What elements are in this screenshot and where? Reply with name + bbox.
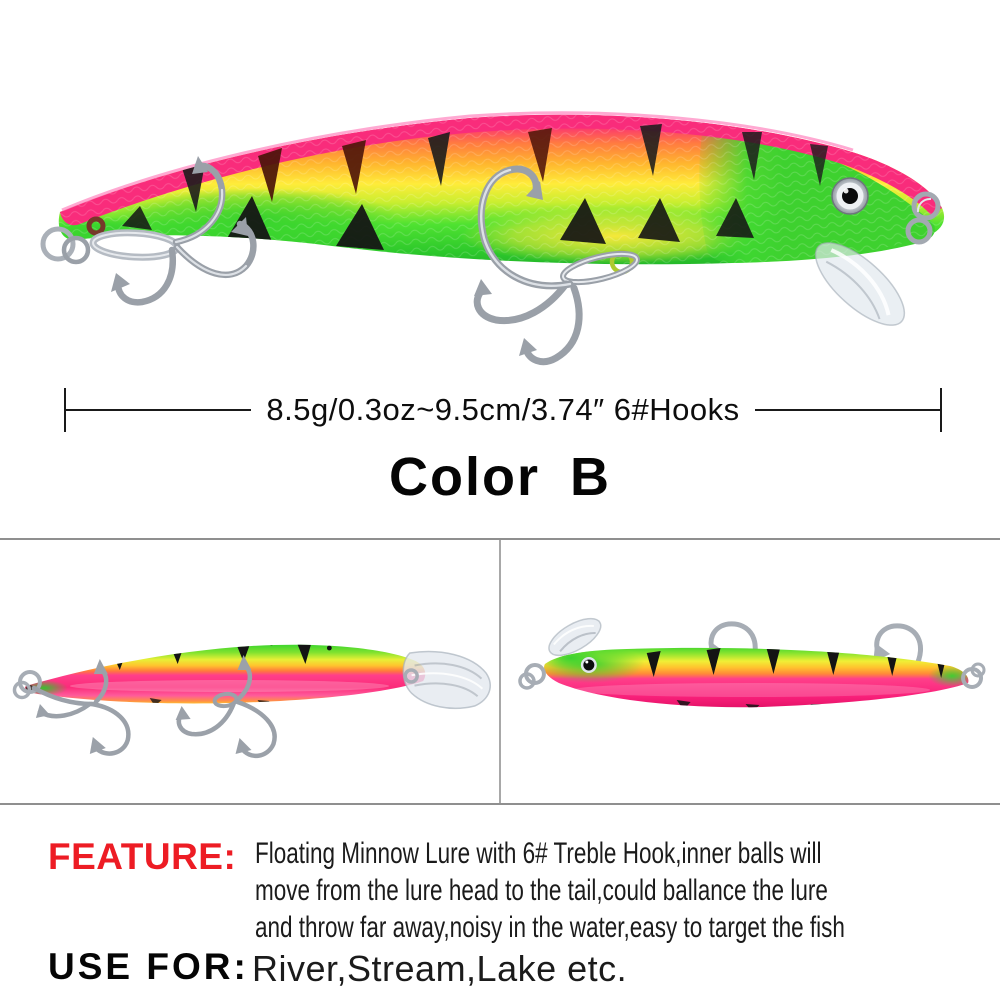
diving-lip [548, 617, 602, 657]
spec-text: 8.5g/0.3oz~9.5cm/3.74″ 6#Hooks [266, 392, 740, 427]
feature-line-2: move from the lure head to the tail,coul… [255, 874, 828, 907]
nose-split-rings [905, 191, 941, 245]
feature-line-1: Floating Minnow Lure with 6# Treble Hook… [255, 837, 822, 870]
lure-body [544, 647, 969, 708]
treble-hooks [31, 655, 277, 758]
feature-text: Floating Minnow Lure with 6# Treble Hook… [255, 835, 1000, 946]
panel-left [0, 540, 501, 803]
use-for-label: USE FOR: [48, 946, 249, 987]
color-title: Color B [0, 446, 1000, 508]
tail-treble-hook [111, 156, 257, 306]
lure-angled-bottom-photo [12, 644, 491, 758]
use-for-text: River,Stream,Lake etc. [252, 948, 628, 989]
feature-label: FEATURE: [48, 836, 237, 877]
feature-line-3: and throw far away,noisy in the water,ea… [255, 911, 845, 944]
color-title-label: Color [389, 447, 540, 507]
belly-treble-hook [473, 165, 640, 366]
lure-opposite-side-photo [518, 617, 986, 708]
split-rings [12, 668, 419, 700]
color-title-value: B [570, 447, 611, 507]
diving-lip [814, 242, 906, 326]
lure-eye [831, 177, 869, 215]
dimension-tick-left [64, 388, 66, 432]
diving-lip [402, 650, 491, 710]
dimension-rule-right [754, 409, 941, 411]
dimension-line: 8.5g/0.3oz~9.5cm/3.74″ 6#Hooks [64, 388, 943, 432]
split-rings [518, 662, 986, 690]
dimension-rule-left [66, 409, 252, 411]
main-lure-photo [40, 111, 945, 366]
photo-panels [0, 538, 1000, 805]
panel-right [501, 540, 1000, 803]
dimension-tick-right [940, 388, 943, 432]
